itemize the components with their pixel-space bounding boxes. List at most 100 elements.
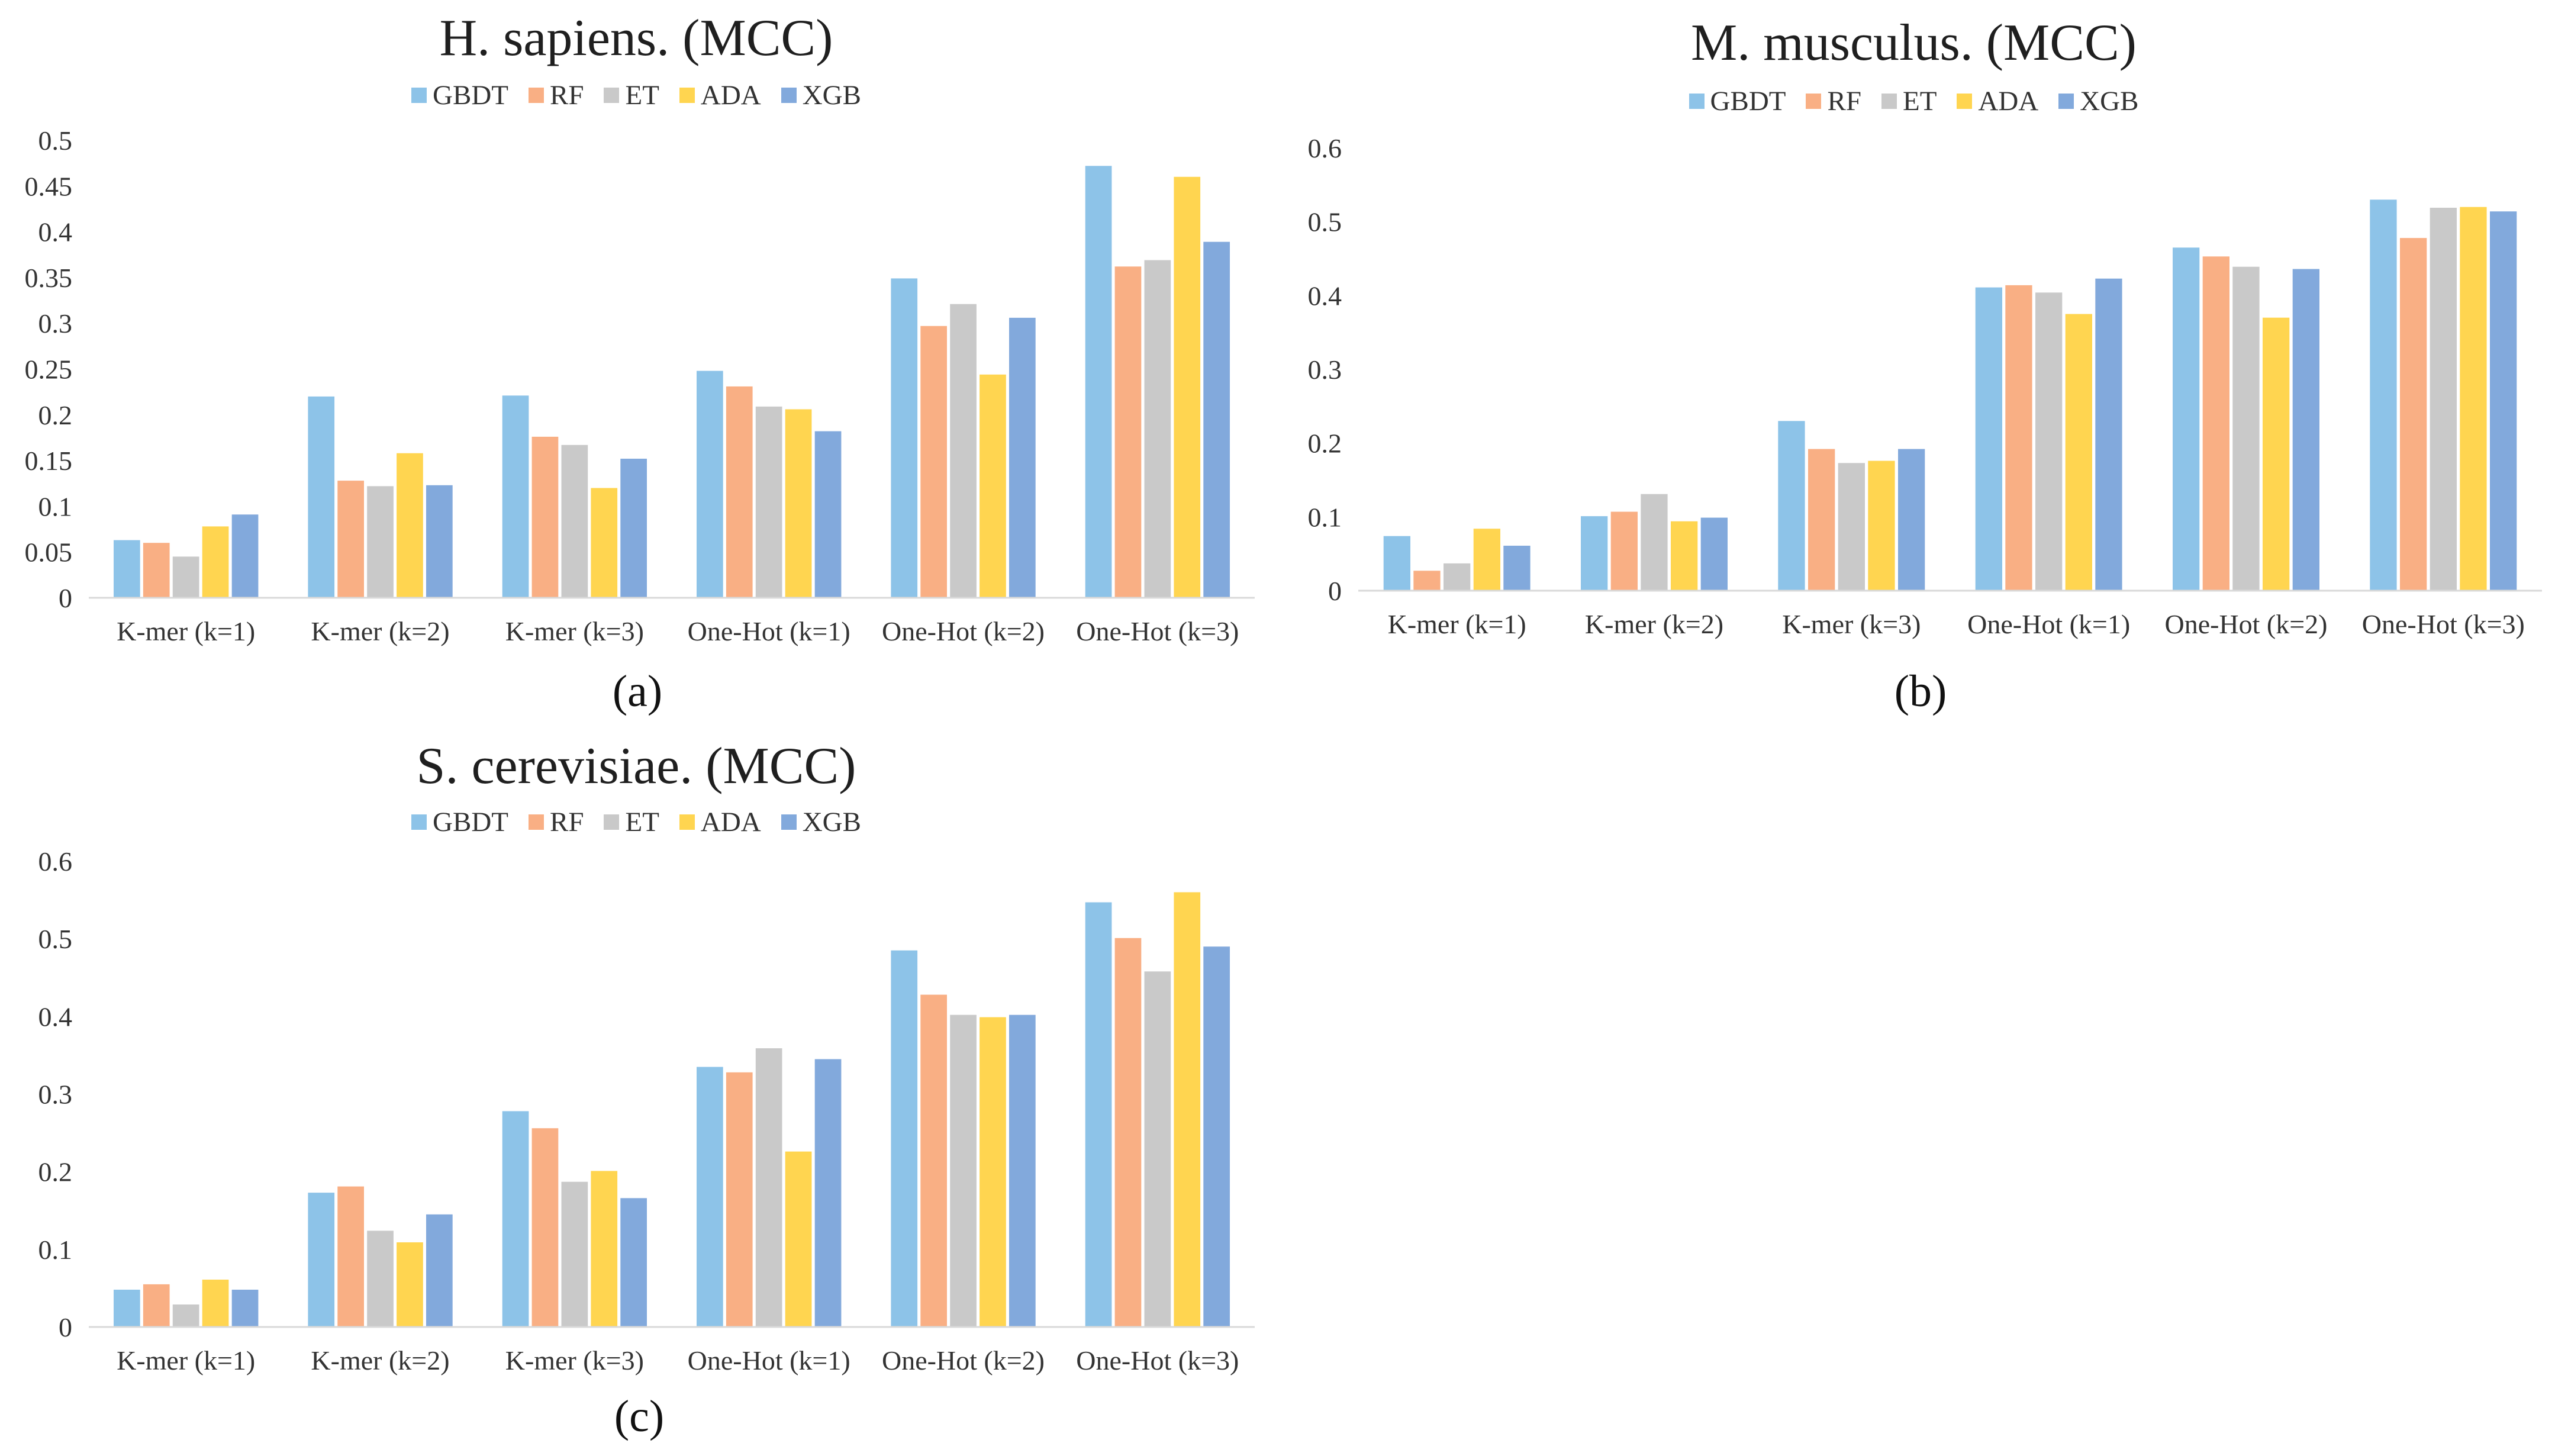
y-tick-label: 0.15 [25,446,73,476]
y-tick-label: 0.2 [1308,429,1342,459]
bar-ada [980,1017,1006,1327]
bar-ada [1671,521,1698,591]
legend-swatch [411,814,427,830]
bar-gbdt [697,1067,723,1327]
bar-xgb [1009,317,1036,598]
bar-rf [1610,511,1638,591]
bar-et [950,1014,977,1327]
y-tick-label: 0.3 [38,308,73,339]
bar-xgb [620,459,647,598]
x-tick-label: One-Hot (k=3) [1076,1345,1239,1376]
bar-ada [2065,314,2092,591]
legend-label: ET [1902,86,1937,117]
legend-swatch [1806,94,1822,109]
legend-swatch [1957,94,1973,109]
bar-xgb [1203,241,1230,598]
bar-gbdt [502,395,529,598]
y-tick-label: 0.5 [1308,207,1342,237]
legend-swatch [781,814,797,830]
x-tick-label: K-mer (k=3) [1782,609,1921,639]
x-tick-label: One-Hot (k=1) [688,616,850,646]
x-tick-label: One-Hot (k=3) [2362,609,2525,639]
bar-ada [591,1171,618,1327]
bar-et [367,1230,394,1327]
bar-gbdt [1581,516,1608,591]
y-tick-label: 0.1 [38,491,73,521]
y-tick-label: 0.4 [1308,281,1342,311]
chart-title: H. sapiens. (MCC) [439,9,833,67]
x-tick-label: K-mer (k=1) [117,1345,255,1376]
bar-xgb [2490,211,2517,591]
y-tick-label: 0 [59,583,72,613]
legend-swatch [2058,94,2074,109]
chart-title: M. musculus. (MCC) [1691,14,2137,72]
y-tick-label: 0.3 [1308,355,1342,385]
y-tick-label: 0.6 [1308,133,1342,163]
bar-gbdt [114,540,140,598]
bar-ada [2460,207,2487,591]
bar-xgb [814,1059,842,1327]
bar-rf [726,1072,753,1327]
bar-et [2232,266,2260,591]
x-tick-label: K-mer (k=3) [505,1345,644,1376]
bar-et [755,1048,782,1327]
legend-swatch [411,88,427,103]
bar-gbdt [114,1290,140,1327]
bar-gbdt [2173,247,2200,591]
bar-xgb [1898,449,1925,591]
chart-legend: GBDT RF ET ADA XGB [0,79,1272,111]
bar-xgb [426,485,453,598]
panel-label: (a) [612,666,663,716]
legend-item-et: ET [604,806,659,838]
legend-item-rf: RF [1806,85,1861,117]
bar-xgb [1203,946,1230,1327]
legend-swatch [1689,94,1705,109]
bar-gbdt [891,278,918,598]
legend-label: XGB [802,807,861,837]
bar-rf [143,543,170,598]
bar-gbdt [308,1193,335,1327]
legend-item-gbdt: GBDT [1689,85,1786,117]
bar-chart-a: 0 0.05 0.1 0.15 0.2 0.25 0.3 0.35 0.4 0.45 0.5 K-me… [25,125,1255,646]
bar-et [1444,563,1471,591]
chart-legend: GBDT RF ET ADA XGB [1272,85,2555,117]
bar-rf [531,1128,559,1327]
bar-et [755,406,782,598]
bar-rf [2400,238,2427,591]
y-tick-label: 0.45 [25,171,73,201]
bar-gbdt [891,950,918,1327]
bar-rf [1114,938,1142,1327]
chart-title: S. cerevisiae. (MCC) [416,737,856,795]
y-tick-label: 0.5 [38,924,73,954]
x-tick-label: K-mer (k=2) [311,616,449,646]
y-tick-label: 0.1 [38,1235,73,1265]
y-tick-label: 0 [1328,576,1342,606]
x-tick-label: One-Hot (k=2) [882,616,1045,646]
bar-ada [202,1280,229,1327]
y-tick-label: 0.5 [38,125,73,156]
y-tick-label: 0.2 [38,1157,73,1187]
bar-ada [1868,460,1895,591]
legend-item-rf: RF [528,79,584,111]
bar-rf [337,481,364,598]
bar-gbdt [502,1111,529,1327]
legend-label: RF [549,807,584,837]
bar-rf [726,386,753,598]
legend-item-gbdt: GBDT [411,79,508,111]
bar-chart-c: 0 0.1 0.2 0.3 0.4 0.5 0.6 K-mer (k=1) K-mer (k=2… [38,846,1255,1376]
bar-et [172,1304,199,1327]
bar-rf [2202,256,2229,591]
legend-swatch [1881,94,1897,109]
bar-xgb [426,1214,453,1327]
bar-ada [785,409,812,598]
bar-xgb [1009,1014,1036,1327]
y-tick-label: 0.4 [38,1001,73,1032]
bar-et [1641,494,1668,591]
bar-chart-b: 0 0.1 0.2 0.3 0.4 0.5 0.6 K-mer (k=1) K-mer (k=2… [1308,133,2542,639]
bar-ada [785,1151,812,1327]
y-tick-label: 0 [59,1312,72,1342]
y-tick-label: 0.3 [38,1080,73,1110]
bar-ada [2263,317,2290,591]
legend-swatch [604,814,620,830]
x-tick-label: One-Hot (k=1) [1967,609,2130,639]
